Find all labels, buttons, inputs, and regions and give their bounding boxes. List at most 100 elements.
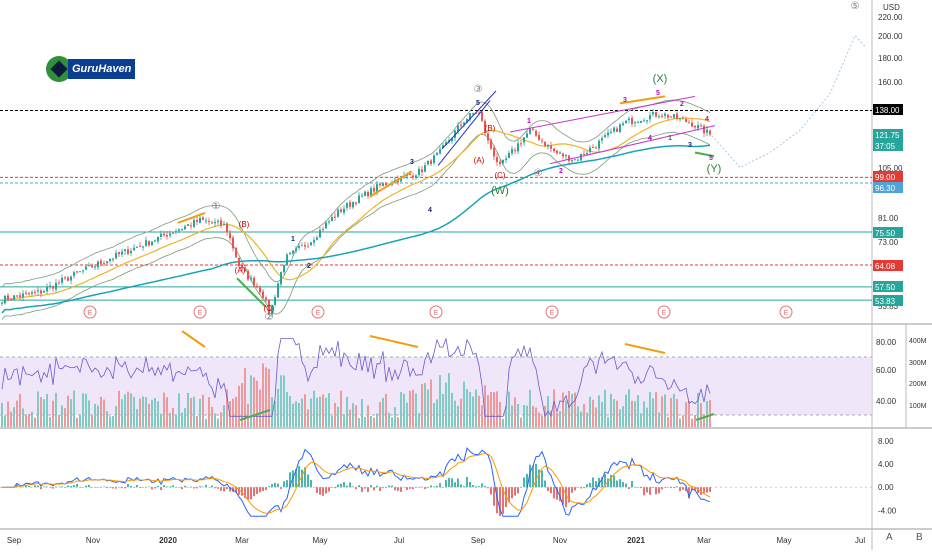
volume-bar (52, 400, 54, 427)
candle-body (22, 293, 24, 298)
macd-histogram-bar (226, 487, 228, 490)
volume-bar (220, 412, 222, 427)
candle-body (529, 128, 531, 134)
volume-bar (376, 413, 378, 427)
macd-histogram-bar (148, 486, 150, 488)
rsi-axis-label: 40.00 (876, 397, 897, 406)
volume-bar (31, 411, 33, 427)
ma-orange-line (1, 117, 711, 304)
macd-histogram-bar (319, 487, 321, 495)
log-scale-button[interactable]: B (916, 532, 923, 543)
macd-histogram-bar (493, 487, 495, 506)
macd-histogram-bar (265, 487, 267, 491)
macd-histogram-bar (25, 485, 27, 488)
earnings-marker-icon (657, 305, 671, 319)
volume-bar (595, 407, 597, 427)
volume-bar (367, 405, 369, 427)
candle-body (241, 265, 243, 269)
candle-body (457, 125, 459, 132)
wave-number-label: 3 (410, 159, 414, 166)
macd-histogram-bar (190, 486, 192, 488)
macd-histogram-bar (670, 487, 672, 489)
price-badge-label: 57.50 (875, 283, 896, 292)
price-badge-label: 138.00 (875, 106, 900, 115)
volume-bar (622, 406, 624, 427)
candle-body (532, 128, 534, 130)
price-axis-label: 73.00 (878, 238, 899, 247)
volume-bar (424, 382, 426, 427)
macd-histogram-bar (49, 487, 51, 488)
macd-histogram-bar (289, 472, 291, 488)
macd-histogram-bar (640, 487, 642, 489)
macd-histogram-bar (658, 487, 660, 494)
volume-bar (280, 375, 282, 427)
macd-histogram-bar (160, 487, 162, 491)
candle-body (325, 222, 327, 229)
macd-histogram-bar (631, 481, 633, 488)
volume-bar (589, 396, 591, 427)
candle-body (676, 113, 678, 120)
wave-number-label: 5 (709, 155, 713, 162)
macd-histogram-bar (484, 486, 486, 488)
volume-axis-label: 400M (909, 338, 927, 345)
volume-bar (322, 394, 324, 427)
macd-histogram-bar (460, 484, 462, 488)
volume-bar (115, 406, 117, 427)
macd-histogram-bar (433, 486, 435, 488)
volume-bar (214, 413, 216, 427)
macd-histogram-bar (547, 487, 549, 492)
macd-histogram-bar (268, 486, 270, 488)
volume-bar (37, 391, 39, 427)
volume-bar (490, 391, 492, 427)
earnings-marker-icon (545, 305, 559, 319)
candle-body (691, 122, 693, 127)
volume-bar (601, 401, 603, 427)
volume-bar (415, 393, 417, 427)
volume-bar (7, 401, 9, 427)
volume-bar (670, 398, 672, 427)
macd-histogram-bar (706, 487, 708, 493)
volume-bar (694, 414, 696, 427)
candle-body (430, 160, 432, 165)
candle-body (598, 140, 600, 149)
macd-histogram-bar (388, 485, 390, 488)
candle-body (151, 241, 153, 245)
candle-body (358, 195, 360, 204)
candle-body (583, 153, 585, 155)
price-badge-label: 37:05 (875, 142, 896, 151)
divergence-line (369, 170, 413, 198)
candle-body (652, 112, 654, 115)
volume-bar (97, 405, 99, 427)
candle-body (427, 160, 429, 165)
candle-body (679, 118, 681, 120)
macd-histogram-bar (85, 485, 87, 488)
macd-histogram-bar (241, 487, 243, 496)
earnings-marker-icon (193, 305, 207, 319)
volume-bar (295, 401, 297, 427)
macd-histogram-bar (556, 487, 558, 500)
candle-body (106, 261, 108, 264)
volume-bar (55, 392, 57, 427)
volume-bar (292, 403, 294, 427)
candle-body (694, 125, 696, 128)
macd-histogram-bar (58, 486, 60, 488)
volume-bar (319, 396, 321, 427)
volume-bar (673, 393, 675, 427)
volume-bar (580, 411, 582, 427)
earnings-marker-label: E (784, 310, 789, 317)
volume-bar (64, 408, 66, 427)
blue-channel-line (441, 90, 497, 150)
auto-scale-button[interactable]: A (886, 532, 893, 543)
candle-body (550, 145, 552, 149)
candle-body (640, 121, 642, 123)
candle-body (667, 114, 669, 118)
candle-body (646, 120, 648, 122)
volume-bar (358, 417, 360, 427)
macd-histogram-bar (589, 482, 591, 488)
candle-body (565, 154, 567, 157)
volume-bar (178, 393, 180, 427)
macd-histogram-bar (340, 483, 342, 488)
candle-body (577, 159, 579, 161)
macd-histogram-bar (106, 487, 108, 489)
